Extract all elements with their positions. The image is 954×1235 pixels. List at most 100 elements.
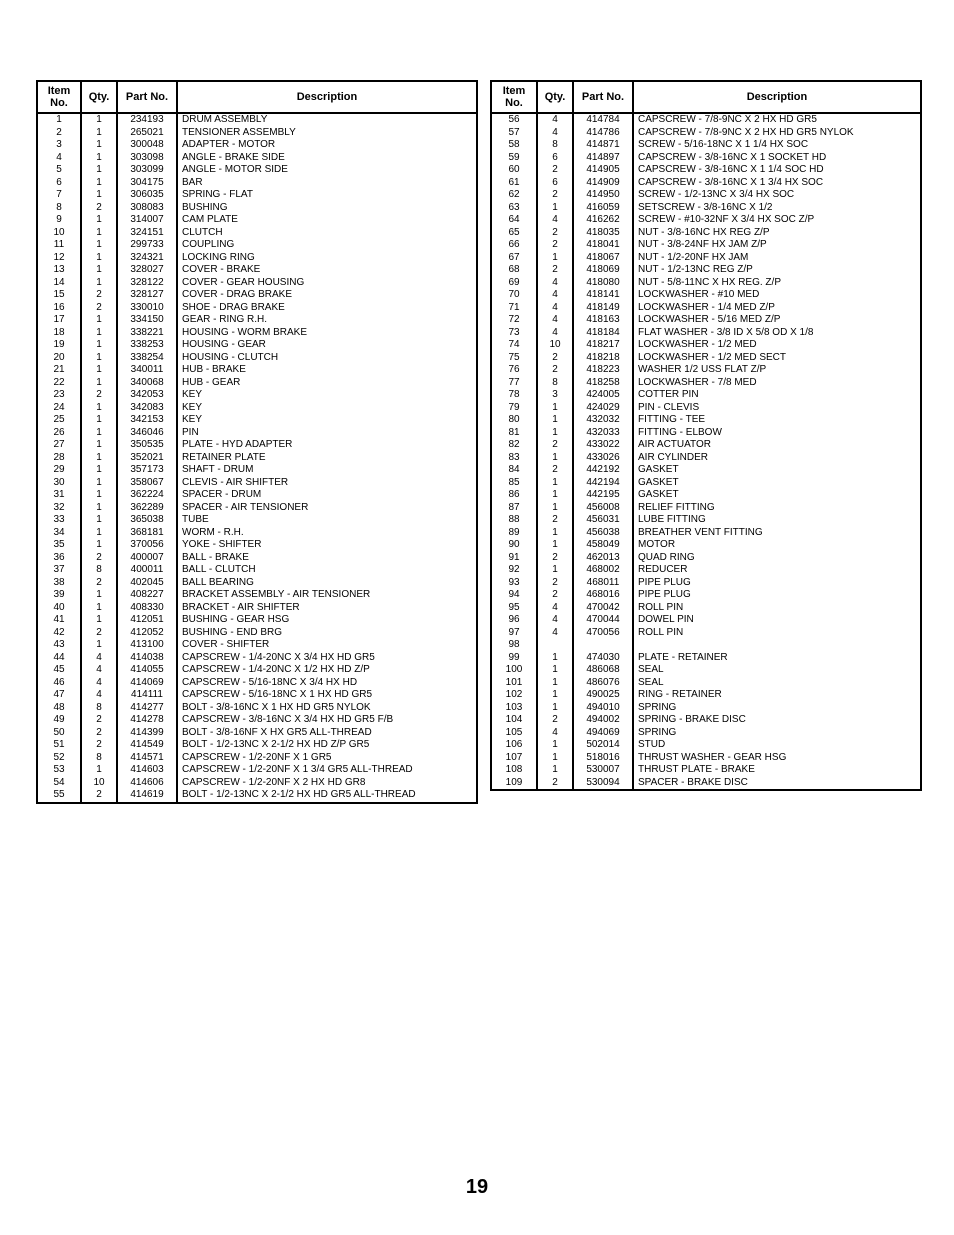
cell-item-no: 17 xyxy=(37,314,81,327)
table-row: 682418069NUT - 1/2-13NC REG Z/P xyxy=(491,264,921,277)
cell-qty: 2 xyxy=(81,302,117,315)
cell-qty: 4 xyxy=(537,602,573,615)
cell-description: LOCKING RING xyxy=(177,252,477,265)
cell-item-no: 49 xyxy=(37,714,81,727)
table-row: 61304175BAR xyxy=(37,177,477,190)
cell-item-no: 39 xyxy=(37,589,81,602)
cell-qty: 1 xyxy=(537,489,573,502)
table-row: 791424029PIN - CLEVIS xyxy=(491,402,921,415)
cell-qty: 2 xyxy=(537,352,573,365)
cell-item-no: 71 xyxy=(491,302,537,315)
cell-part-no: 328127 xyxy=(117,289,177,302)
cell-qty: 10 xyxy=(81,777,117,790)
table-header-row: Item No. Qty. Part No. Description xyxy=(37,81,477,113)
cell-qty: 1 xyxy=(81,602,117,615)
table-row: 191338253HOUSING - GEAR xyxy=(37,339,477,352)
cell-part-no: 414055 xyxy=(117,664,177,677)
table-row: 1071518016THRUST WASHER - GEAR HSG xyxy=(491,752,921,765)
cell-description: LOCKWASHER - #10 MED xyxy=(633,289,921,302)
cell-description: CAPSCREW - 1/4-20NC X 3/4 HX HD GR5 xyxy=(177,652,477,665)
cell-part-no: 414871 xyxy=(573,139,633,152)
table-row: 704418141LOCKWASHER - #10 MED xyxy=(491,289,921,302)
cell-part-no: 303099 xyxy=(117,164,177,177)
cell-description: BOLT - 3/8-16NC X 1 HX HD GR5 NYLOK xyxy=(177,702,477,715)
tables-row: Item No. Qty. Part No. Description 11234… xyxy=(36,80,918,804)
cell-qty: 2 xyxy=(537,164,573,177)
table-row: 1081530007THRUST PLATE - BRAKE xyxy=(491,764,921,777)
cell-qty: 1 xyxy=(81,352,117,365)
cell-description: REDUCER xyxy=(633,564,921,577)
cell-part-no: 456031 xyxy=(573,514,633,527)
cell-description: BUSHING - GEAR HSG xyxy=(177,614,477,627)
cell-item-no: 27 xyxy=(37,439,81,452)
cell-item-no: 21 xyxy=(37,364,81,377)
cell-qty: 8 xyxy=(81,564,117,577)
table-row: 241342083KEY xyxy=(37,402,477,415)
cell-item-no: 75 xyxy=(491,352,537,365)
cell-description: CAPSCREW - 3/8-16NC X 1 1/4 SOC HD xyxy=(633,164,921,177)
table-row: 602414905CAPSCREW - 3/8-16NC X 1 1/4 SOC… xyxy=(491,164,921,177)
table-row: 111299733COUPLING xyxy=(37,239,477,252)
cell-item-no: 83 xyxy=(491,452,537,465)
cell-part-no: 414603 xyxy=(117,764,177,777)
cell-qty: 2 xyxy=(81,714,117,727)
cell-part-no: 340011 xyxy=(117,364,177,377)
cell-description: QUAD RING xyxy=(633,552,921,565)
cell-item-no: 42 xyxy=(37,627,81,640)
cell-item-no: 11 xyxy=(37,239,81,252)
cell-description: NUT - 3/8-24NF HX JAM Z/P xyxy=(633,239,921,252)
table-row: 281352021RETAINER PLATE xyxy=(37,452,477,465)
cell-item-no: 88 xyxy=(491,514,537,527)
cell-qty: 1 xyxy=(81,539,117,552)
cell-description: CAPSCREW - 5/16-18NC X 1 HX HD GR5 xyxy=(177,689,477,702)
table-row: 811432033FITTING - ELBOW xyxy=(491,427,921,440)
table-row: 1054494069SPRING xyxy=(491,727,921,740)
cell-qty: 1 xyxy=(81,364,117,377)
cell-part-no: 362289 xyxy=(117,502,177,515)
table-row: 783424005COTTER PIN xyxy=(491,389,921,402)
cell-qty: 4 xyxy=(537,214,573,227)
cell-description: BRACKET - AIR SHIFTER xyxy=(177,602,477,615)
cell-description: ANGLE - BRAKE SIDE xyxy=(177,152,477,165)
cell-description: BREATHER VENT FITTING xyxy=(633,527,921,540)
cell-description: YOKE - SHIFTER xyxy=(177,539,477,552)
cell-part-no xyxy=(573,639,633,652)
cell-item-no: 52 xyxy=(37,752,81,765)
cell-part-no: 414277 xyxy=(117,702,177,715)
cell-description: ROLL PIN xyxy=(633,627,921,640)
cell-part-no: 324151 xyxy=(117,227,177,240)
cell-item-no: 60 xyxy=(491,164,537,177)
cell-description: NUT - 1/2-20NF HX JAM xyxy=(633,252,921,265)
table-row: 492414278CAPSCREW - 3/8-16NC X 3/4 HX HD… xyxy=(37,714,477,727)
table-row: 221340068HUB - GEAR xyxy=(37,377,477,390)
table-row: 831433026AIR CYLINDER xyxy=(491,452,921,465)
table-row: 842442192GASKET xyxy=(491,464,921,477)
cell-description: SHAFT - DRUM xyxy=(177,464,477,477)
parts-table-left: Item No. Qty. Part No. Description 11234… xyxy=(36,80,478,804)
cell-description: COVER - SHIFTER xyxy=(177,639,477,652)
cell-qty: 1 xyxy=(81,113,117,127)
cell-qty: 1 xyxy=(537,527,573,540)
cell-qty: 2 xyxy=(537,714,573,727)
cell-qty: 1 xyxy=(81,452,117,465)
cell-description: HOUSING - WORM BRAKE xyxy=(177,327,477,340)
cell-qty: 1 xyxy=(537,427,573,440)
cell-item-no: 36 xyxy=(37,552,81,565)
cell-item-no: 98 xyxy=(491,639,537,652)
cell-part-no: 338253 xyxy=(117,339,177,352)
table-row: 752418218LOCKWASHER - 1/2 MED SECT xyxy=(491,352,921,365)
cell-part-no: 303098 xyxy=(117,152,177,165)
cell-item-no: 66 xyxy=(491,239,537,252)
cell-part-no: 416059 xyxy=(573,202,633,215)
cell-description: BALL - CLUTCH xyxy=(177,564,477,577)
table-row: 1001486068SEAL xyxy=(491,664,921,677)
cell-qty: 1 xyxy=(81,189,117,202)
cell-qty: 1 xyxy=(81,164,117,177)
cell-item-no: 15 xyxy=(37,289,81,302)
cell-qty: 1 xyxy=(537,414,573,427)
cell-item-no: 107 xyxy=(491,752,537,765)
cell-part-no: 424005 xyxy=(573,389,633,402)
cell-description: DOWEL PIN xyxy=(633,614,921,627)
cell-qty: 1 xyxy=(81,152,117,165)
table-row: 778418258LOCKWASHER - 7/8 MED xyxy=(491,377,921,390)
